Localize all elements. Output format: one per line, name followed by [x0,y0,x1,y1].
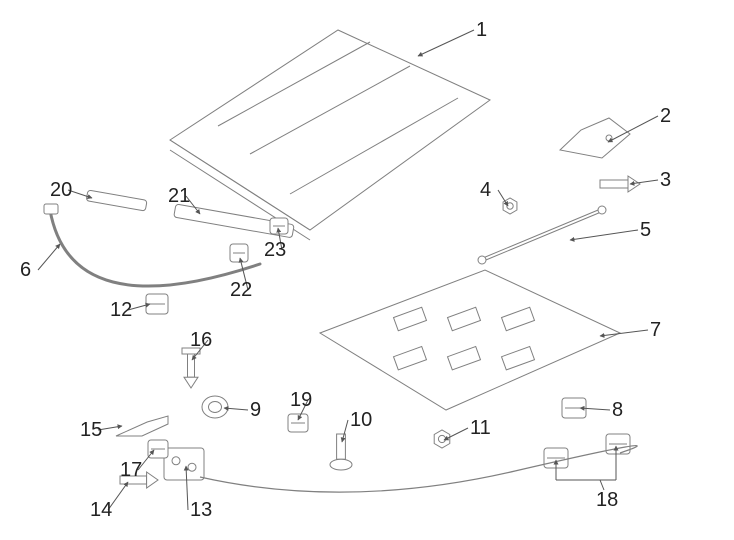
callout-label-10: 10 [350,410,372,430]
diagram-canvas: 1234567891011121314151617192021222318 [0,0,734,540]
bolt-vert [182,348,200,388]
callout-label-9: 9 [250,400,261,420]
callout-label-12: 12 [110,300,132,320]
callout-label-14: 14 [90,500,112,520]
clip-small [146,294,168,314]
callout-label-22: 22 [230,280,252,300]
callout-label-16: 16 [190,330,212,350]
callout-label-7: 7 [650,320,661,340]
callout-label-20: 20 [50,180,72,200]
callout-label-2: 2 [660,106,671,126]
callout-label-19: 19 [290,390,312,410]
callout-label-5: 5 [640,220,651,240]
callout-label-18: 18 [596,490,618,510]
retainer-clip-r [562,398,586,418]
hinge-bolt [600,176,640,192]
switch [288,414,308,432]
cable-end-l [544,448,568,468]
callout-label-1: 1 [476,20,487,40]
latch-striker [330,434,352,470]
clip-22 [230,244,248,262]
clip-23 [270,218,288,234]
bumper-stop [202,396,228,418]
lift-strut [478,206,606,264]
callout-label-17: 17 [120,460,142,480]
ball-stud [503,198,517,214]
clip-17 [148,440,168,458]
release-cable [200,446,637,492]
callout-label-8: 8 [612,400,623,420]
callout-label-4: 4 [480,180,491,200]
callout-label-3: 3 [660,170,671,190]
insulator-pad [320,270,620,410]
callout-label-11: 11 [470,418,491,438]
callout-label-21: 21 [168,186,190,206]
molding-l [86,190,147,211]
release-lever [116,416,168,436]
callout-label-13: 13 [190,500,212,520]
latch-assy [164,448,204,480]
nut-plate [434,430,450,448]
hood-panel [170,30,490,240]
hinge-bracket [560,118,630,158]
callout-label-6: 6 [20,260,31,280]
callout-label-23: 23 [264,240,286,260]
parts-layer [0,0,734,540]
callout-label-15: 15 [80,420,102,440]
